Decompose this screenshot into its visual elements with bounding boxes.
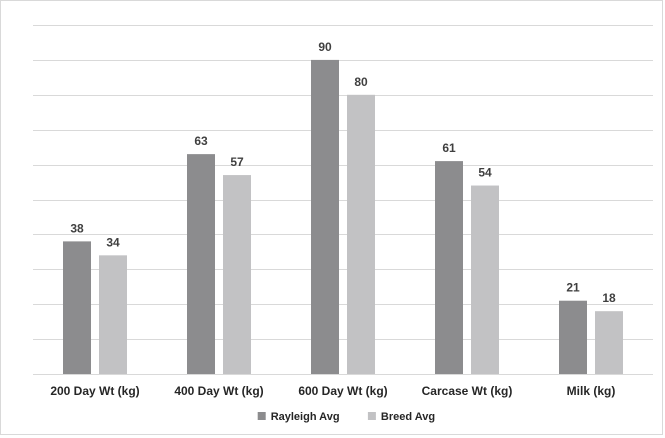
data-label: 57 [230,155,244,169]
data-labels: 38 34 63 57 90 80 61 54 21 18 [70,40,616,305]
data-label: 38 [70,221,84,235]
bar-rayleigh-1 [187,154,215,374]
bar-rayleigh-4 [559,300,587,374]
data-label: 21 [566,281,580,295]
bar-breed-0 [99,255,127,374]
bar-breed-2 [347,94,375,375]
bar-rayleigh-2 [311,59,339,375]
gridlines [33,25,653,375]
category-label: 400 Day Wt (kg) [174,384,263,398]
bar-rayleigh-3 [435,161,463,374]
category-labels: 200 Day Wt (kg) 400 Day Wt (kg) 600 Day Wt… [50,384,615,398]
legend-label: Breed Avg [381,411,435,423]
bars [63,59,623,375]
bar-breed-3 [471,185,499,374]
bar-breed-1 [223,175,251,374]
legend-label: Rayleigh Avg [271,411,340,423]
data-label: 80 [354,75,368,89]
data-label: 63 [194,134,208,148]
data-label: 61 [442,141,456,155]
legend-swatch [257,412,266,420]
category-label: 200 Day Wt (kg) [50,384,139,398]
data-label: 90 [318,40,332,54]
data-label: 34 [106,235,120,249]
bar-breed-4 [595,311,623,374]
legend: Rayleigh Avg Breed Avg [257,411,435,423]
bar-rayleigh-0 [63,241,91,374]
data-label: 54 [478,166,492,180]
legend-swatch [367,412,376,420]
category-label: 600 Day Wt (kg) [298,384,387,398]
category-label: Milk (kg) [567,384,616,398]
category-label: Carcase Wt (kg) [422,384,513,398]
data-label: 18 [602,291,616,305]
